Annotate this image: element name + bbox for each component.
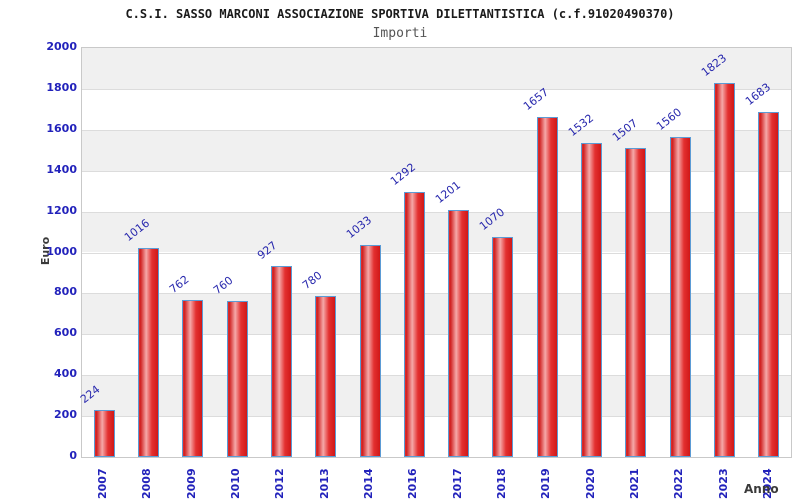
y-tick-label: 200 [54, 408, 77, 422]
y-tick-label: 2000 [46, 40, 77, 53]
bar-2024 [758, 112, 780, 457]
bar-2019 [536, 117, 558, 457]
gridline [82, 416, 791, 418]
x-tick-label: 2021 [627, 468, 641, 499]
y-tick-label: 1200 [46, 203, 77, 217]
gridline [82, 375, 791, 377]
gridline [82, 293, 791, 295]
x-tick-label: 2014 [362, 468, 376, 499]
gridline [82, 88, 791, 90]
gridline [82, 170, 791, 172]
bar-2017 [448, 210, 470, 457]
gridline [82, 334, 791, 336]
bar-2018 [492, 237, 514, 457]
bar-2008 [137, 248, 159, 457]
x-tick-label: 2022 [672, 468, 686, 499]
x-tick-label: 2019 [539, 468, 553, 499]
x-tick-label: 2018 [494, 468, 508, 499]
y-tick-label: 0 [69, 449, 77, 462]
bar-2016 [403, 192, 425, 457]
y-tick-label: 600 [54, 326, 77, 340]
gridline [82, 252, 791, 254]
bar-2023 [714, 83, 736, 457]
y-tick-label: 800 [54, 285, 77, 299]
x-tick-label: 2017 [450, 468, 464, 499]
chart-title: C.S.I. SASSO MARCONI ASSOCIAZIONE SPORTI… [125, 7, 675, 21]
plot-area [81, 47, 792, 458]
x-axis-title: Anno [744, 482, 779, 496]
gridline [82, 211, 791, 213]
bar-2022 [669, 137, 691, 457]
chart-subtitle: Importi [372, 26, 428, 41]
bar-2009 [182, 300, 204, 457]
bar-2021 [625, 148, 647, 457]
x-tick-label: 2023 [716, 468, 730, 499]
bar-2007 [93, 410, 115, 457]
x-tick-label: 2012 [273, 468, 287, 499]
bar-2012 [270, 266, 292, 457]
y-tick-label: 1600 [46, 121, 77, 135]
plot-band [82, 48, 791, 89]
x-tick-label: 2010 [229, 468, 243, 499]
bar-2010 [226, 301, 248, 457]
x-tick-label: 2007 [96, 468, 110, 499]
bar-2013 [315, 296, 337, 457]
gridline [82, 129, 791, 131]
bar-2020 [581, 143, 603, 457]
x-tick-label: 2008 [140, 468, 154, 499]
y-tick-label: 1000 [46, 244, 77, 258]
y-tick-label: 1800 [46, 80, 77, 94]
x-tick-label: 2020 [583, 468, 597, 499]
x-tick-label: 2013 [317, 468, 331, 499]
y-tick-label: 400 [54, 367, 77, 381]
y-tick-label: 1400 [46, 162, 77, 176]
bar-2014 [359, 245, 381, 457]
x-tick-label: 2009 [184, 468, 198, 499]
x-tick-label: 2016 [406, 468, 420, 499]
